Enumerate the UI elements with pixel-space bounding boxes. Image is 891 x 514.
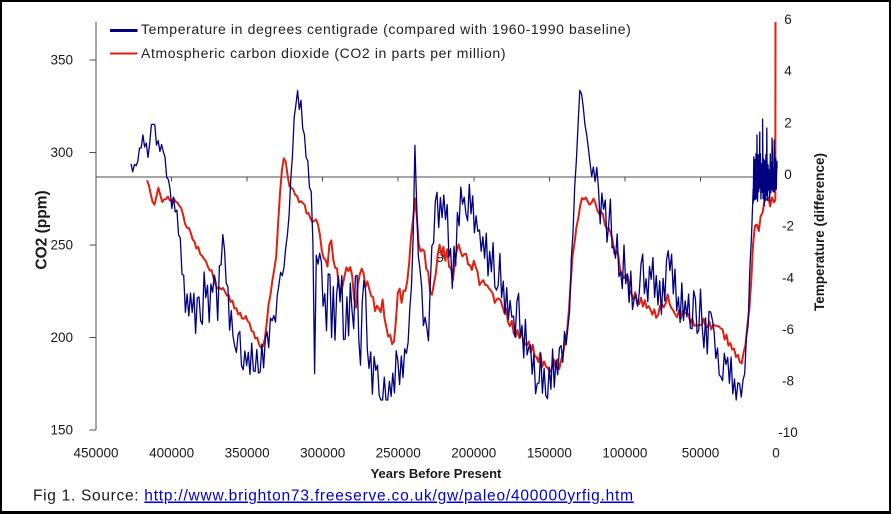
svg-text:-2: -2 — [782, 219, 794, 234]
svg-text:300000: 300000 — [300, 446, 345, 461]
svg-text:Temperature (difference): Temperature (difference) — [812, 153, 827, 311]
svg-text:350000: 350000 — [225, 446, 270, 461]
svg-text:2: 2 — [784, 115, 792, 130]
svg-text:6: 6 — [784, 12, 792, 27]
svg-text:400000: 400000 — [149, 446, 194, 461]
svg-text:Temperature in degrees centigr: Temperature in degrees centigrade (compa… — [141, 21, 631, 37]
svg-text:150: 150 — [50, 423, 73, 438]
svg-text:-4: -4 — [782, 270, 794, 285]
svg-text:150000: 150000 — [527, 446, 572, 461]
svg-text:Fig 1. Source: http://www.brig: Fig 1. Source: http://www.brighton73.fre… — [33, 488, 634, 505]
svg-text:200000: 200000 — [451, 446, 496, 461]
svg-text:250: 250 — [50, 238, 73, 253]
svg-text:9: 9 — [436, 249, 444, 266]
svg-text:350: 350 — [50, 53, 73, 68]
svg-text:4: 4 — [784, 64, 792, 79]
svg-text:-8: -8 — [782, 374, 794, 389]
svg-text:-6: -6 — [782, 322, 794, 337]
svg-text:Years Before Present: Years Before Present — [371, 466, 502, 481]
svg-text:0: 0 — [784, 167, 792, 182]
svg-text:300: 300 — [50, 145, 73, 160]
svg-text:50000: 50000 — [682, 446, 720, 461]
svg-text:-10: -10 — [778, 425, 798, 440]
svg-text:100000: 100000 — [602, 446, 647, 461]
svg-text:0: 0 — [772, 446, 780, 461]
svg-text:450000: 450000 — [73, 446, 118, 461]
svg-text:CO2 (ppm): CO2 (ppm) — [34, 190, 51, 269]
svg-text:Atmospheric carbon dioxide (CO: Atmospheric carbon dioxide (CO2 in parts… — [141, 45, 506, 61]
svg-text:250000: 250000 — [376, 446, 421, 461]
svg-text:200: 200 — [50, 330, 73, 345]
